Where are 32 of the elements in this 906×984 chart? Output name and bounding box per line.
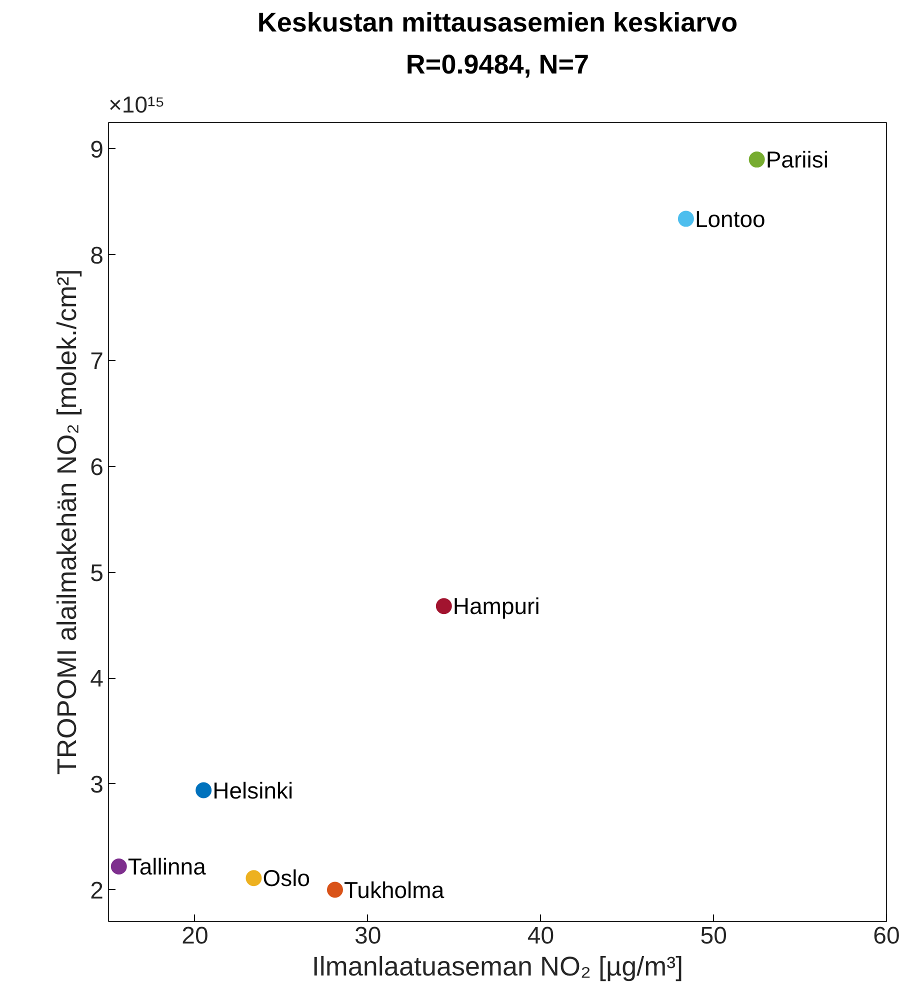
point <box>110 858 127 874</box>
point <box>246 870 262 886</box>
y-tick-label: 4 <box>90 666 104 693</box>
point <box>326 882 343 898</box>
x-axis-title: Ilmanlaatuaseman NO₂ [µg/m³] <box>312 952 684 982</box>
series-label: Tallinna <box>128 853 206 880</box>
series-label: Helsinki <box>212 777 294 804</box>
series-label: Tukholma <box>344 876 444 903</box>
y-tick-label: 2 <box>90 877 104 904</box>
y-tick-label: 3 <box>90 771 104 798</box>
point <box>196 782 212 798</box>
x-tick-label: 20 <box>182 922 208 950</box>
x-tick-label: 40 <box>527 922 554 950</box>
series-label: Pariisi <box>766 146 828 173</box>
series-label: Lontoo <box>694 206 766 232</box>
chart-title: Keskustan mittausasemien keskiarvo <box>257 8 738 38</box>
y-axis-title: TROPOMI alailmakehän NO₂ [molek./cm²] <box>52 269 82 775</box>
y-tick-label: 7 <box>90 348 104 376</box>
point <box>748 152 765 168</box>
series-label: Hampuri <box>452 593 540 620</box>
x-tick-label: 30 <box>354 922 382 950</box>
chart-subtitle: R=0.9484, N=7 <box>406 50 590 80</box>
x-tick-label: 50 <box>700 922 727 950</box>
x-tick-label: 60 <box>873 922 900 950</box>
y-tick-label: 5 <box>90 560 104 587</box>
point <box>436 598 452 614</box>
y-tick-label: 9 <box>90 136 104 164</box>
series-label: Oslo <box>262 865 310 892</box>
y-tick-label: 8 <box>90 242 104 270</box>
text: ×10¹⁵ <box>108 92 165 118</box>
y-tick-label: 6 <box>90 454 104 481</box>
point <box>678 210 694 227</box>
